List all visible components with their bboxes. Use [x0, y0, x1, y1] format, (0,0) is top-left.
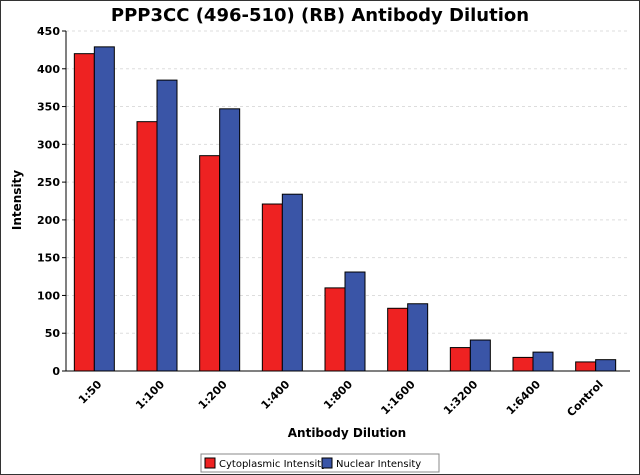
bar	[387, 307, 409, 372]
y-tick-label: 400	[37, 63, 60, 76]
x-tick-label: 1:400	[259, 378, 293, 412]
legend-label: Cytoplasmic Intensity	[219, 459, 327, 470]
y-tick-label: 0	[52, 365, 60, 378]
bar	[136, 121, 158, 372]
bar	[595, 359, 617, 372]
y-tick-label: 450	[37, 25, 60, 38]
y-tick-label: 100	[37, 289, 60, 302]
x-tick-label: 1:800	[321, 378, 355, 412]
y-tick-label: 300	[37, 138, 60, 151]
x-tick-label: 1:100	[133, 378, 167, 412]
x-tick-label: 1:50	[76, 378, 105, 407]
bar	[512, 356, 534, 372]
legend-label: Nuclear Intensity	[336, 459, 421, 470]
bar	[407, 303, 429, 372]
x-tick-label: 1:3200	[441, 378, 481, 418]
y-tick-label: 150	[37, 252, 60, 265]
bar	[281, 193, 303, 372]
x-tick-labels: 1:50 1:100 1:200 1:400 1:800 1:1600 1:3200 1:64…	[76, 378, 606, 420]
x-tick-label: 1:200	[196, 378, 230, 412]
bar	[219, 108, 241, 372]
chart-title: PPP3CC (496-510) (RB) Antibody Dilution	[111, 5, 529, 26]
y-tick-label: 350	[37, 101, 60, 114]
bar	[324, 287, 346, 372]
x-axis-label: Antibody Dilution	[288, 426, 406, 440]
y-tick-labels: 0 50 100 150 200 250 300 350 400 450	[37, 25, 66, 378]
bar	[156, 79, 178, 372]
x-tick-label: Control	[564, 378, 605, 419]
bar	[575, 361, 597, 372]
y-tick-label: 50	[45, 327, 61, 340]
bars	[73, 46, 617, 372]
y-tick-label: 250	[37, 176, 60, 189]
x-tick-label: 1:1600	[378, 378, 418, 418]
bar	[261, 203, 283, 372]
legend-box	[200, 453, 440, 473]
x-tick-label: 1:6400	[504, 378, 544, 418]
bar	[93, 46, 115, 372]
bar	[469, 339, 491, 372]
bar	[532, 351, 554, 372]
legend-swatch	[204, 457, 216, 469]
axes	[65, 31, 630, 372]
y-tick-label: 200	[37, 214, 60, 227]
legend: Cytoplasmic Intensity Nuclear Intensity	[200, 453, 440, 473]
bar	[73, 53, 95, 372]
bar	[344, 271, 366, 372]
y-axis-label: Intensity	[10, 170, 24, 230]
legend-swatch	[321, 457, 333, 469]
bar	[449, 347, 471, 372]
bar	[199, 155, 221, 372]
